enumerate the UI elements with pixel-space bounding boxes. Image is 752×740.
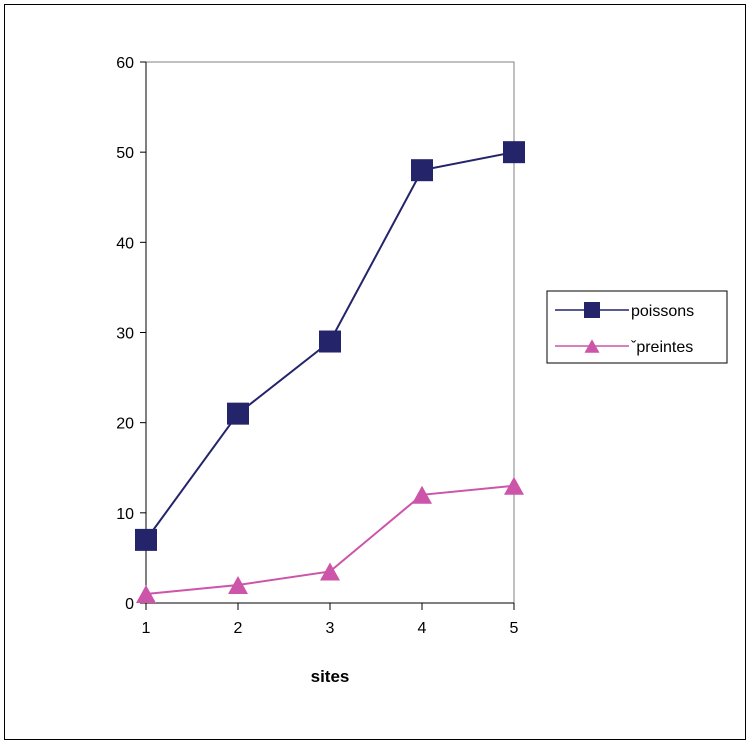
y-tick-label: 20: [116, 416, 134, 433]
x-axis: 1 2 3 4 5: [142, 602, 519, 637]
data-point: [412, 485, 432, 504]
data-point: [504, 476, 524, 495]
x-tick-label: 4: [418, 620, 427, 637]
data-point: [319, 330, 341, 353]
data-point: [411, 159, 433, 182]
legend-label: poissons: [631, 303, 694, 320]
legend-item: ˇpreintes: [555, 339, 693, 356]
x-axis-title: sites: [311, 667, 350, 686]
data-point: [228, 575, 248, 594]
y-tick-label: 40: [116, 235, 134, 252]
y-tick-label: 50: [116, 145, 134, 162]
data-point: [320, 562, 340, 581]
y-tick-label: 10: [116, 506, 134, 523]
data-point: [227, 402, 249, 425]
y-tick-label: 0: [125, 596, 134, 613]
data-point: [503, 141, 525, 164]
y-axis: 0 10 20 30 40 50 60: [116, 55, 147, 613]
legend-item: poissons: [555, 302, 694, 320]
legend-label: ˇpreintes: [631, 339, 693, 356]
legend-marker: [584, 339, 600, 353]
legend-marker: [584, 302, 600, 318]
x-tick-label: 3: [326, 620, 335, 637]
series-2: [136, 476, 524, 603]
series-1: [135, 141, 525, 551]
y-tick-label: 60: [116, 55, 134, 72]
legend: poissons ˇpreintes: [546, 290, 728, 364]
data-point: [136, 584, 156, 603]
data-point: [135, 528, 157, 551]
legend-box: [546, 290, 728, 364]
series-layer: [135, 141, 525, 603]
x-tick-label: 2: [234, 620, 243, 637]
x-tick-label: 5: [510, 620, 519, 637]
y-tick-label: 30: [116, 326, 134, 343]
x-tick-label: 1: [142, 620, 151, 637]
